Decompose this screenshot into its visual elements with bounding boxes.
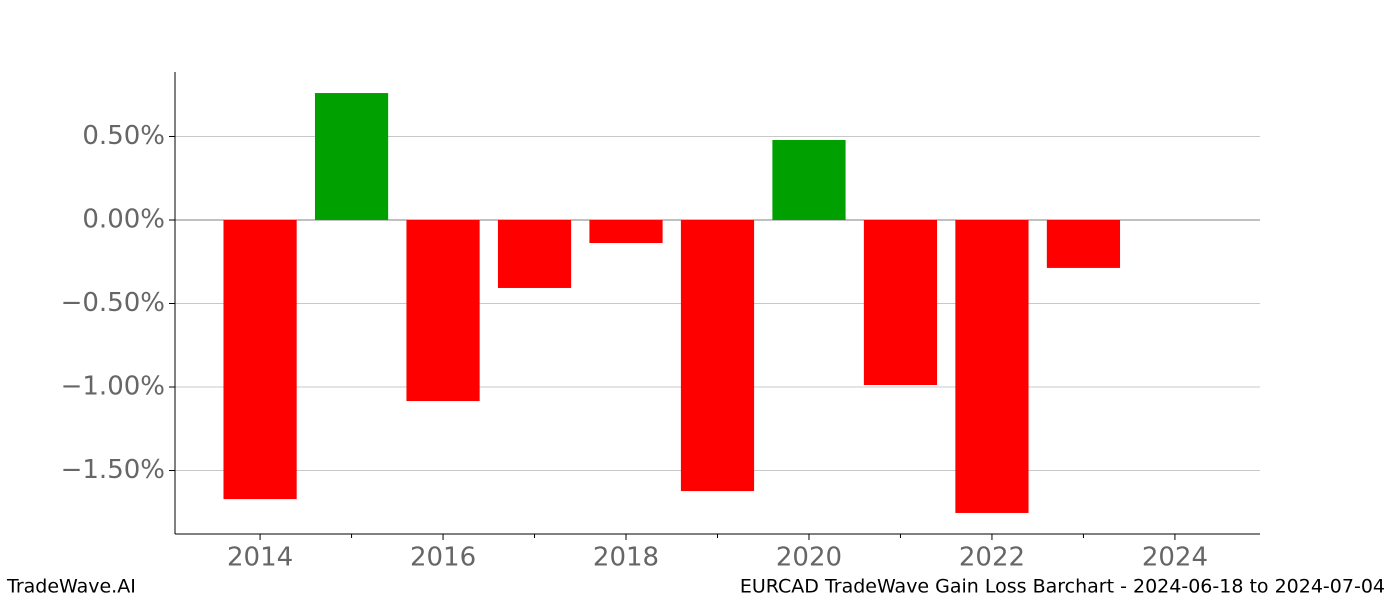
bar [772,139,846,220]
bar [955,219,1029,513]
y-tick-label: −0.50% [61,288,165,318]
bar [1046,219,1121,268]
x-tick-label: 2024 [1142,543,1208,573]
bar [863,219,938,386]
x-tick-label: 2014 [227,543,293,573]
x-tick-label: 2018 [593,543,659,573]
y-tick-label: −1.50% [61,455,165,485]
bar [589,219,663,244]
y-tick-label: 0.00% [82,204,165,234]
bar [497,219,572,288]
footer-left: TradeWave.AI [6,576,136,598]
x-tick-label: 2022 [959,543,1025,573]
bar [680,219,755,492]
x-tick-label: 2020 [776,543,842,573]
bar [406,219,480,402]
y-tick-label: −1.00% [61,372,165,402]
x-tick-label: 2016 [410,543,476,573]
y-tick-label: 0.50% [82,121,165,151]
footer-right: EURCAD TradeWave Gain Loss Barchart - 20… [740,576,1385,598]
bar [314,93,389,220]
bar [223,219,297,500]
